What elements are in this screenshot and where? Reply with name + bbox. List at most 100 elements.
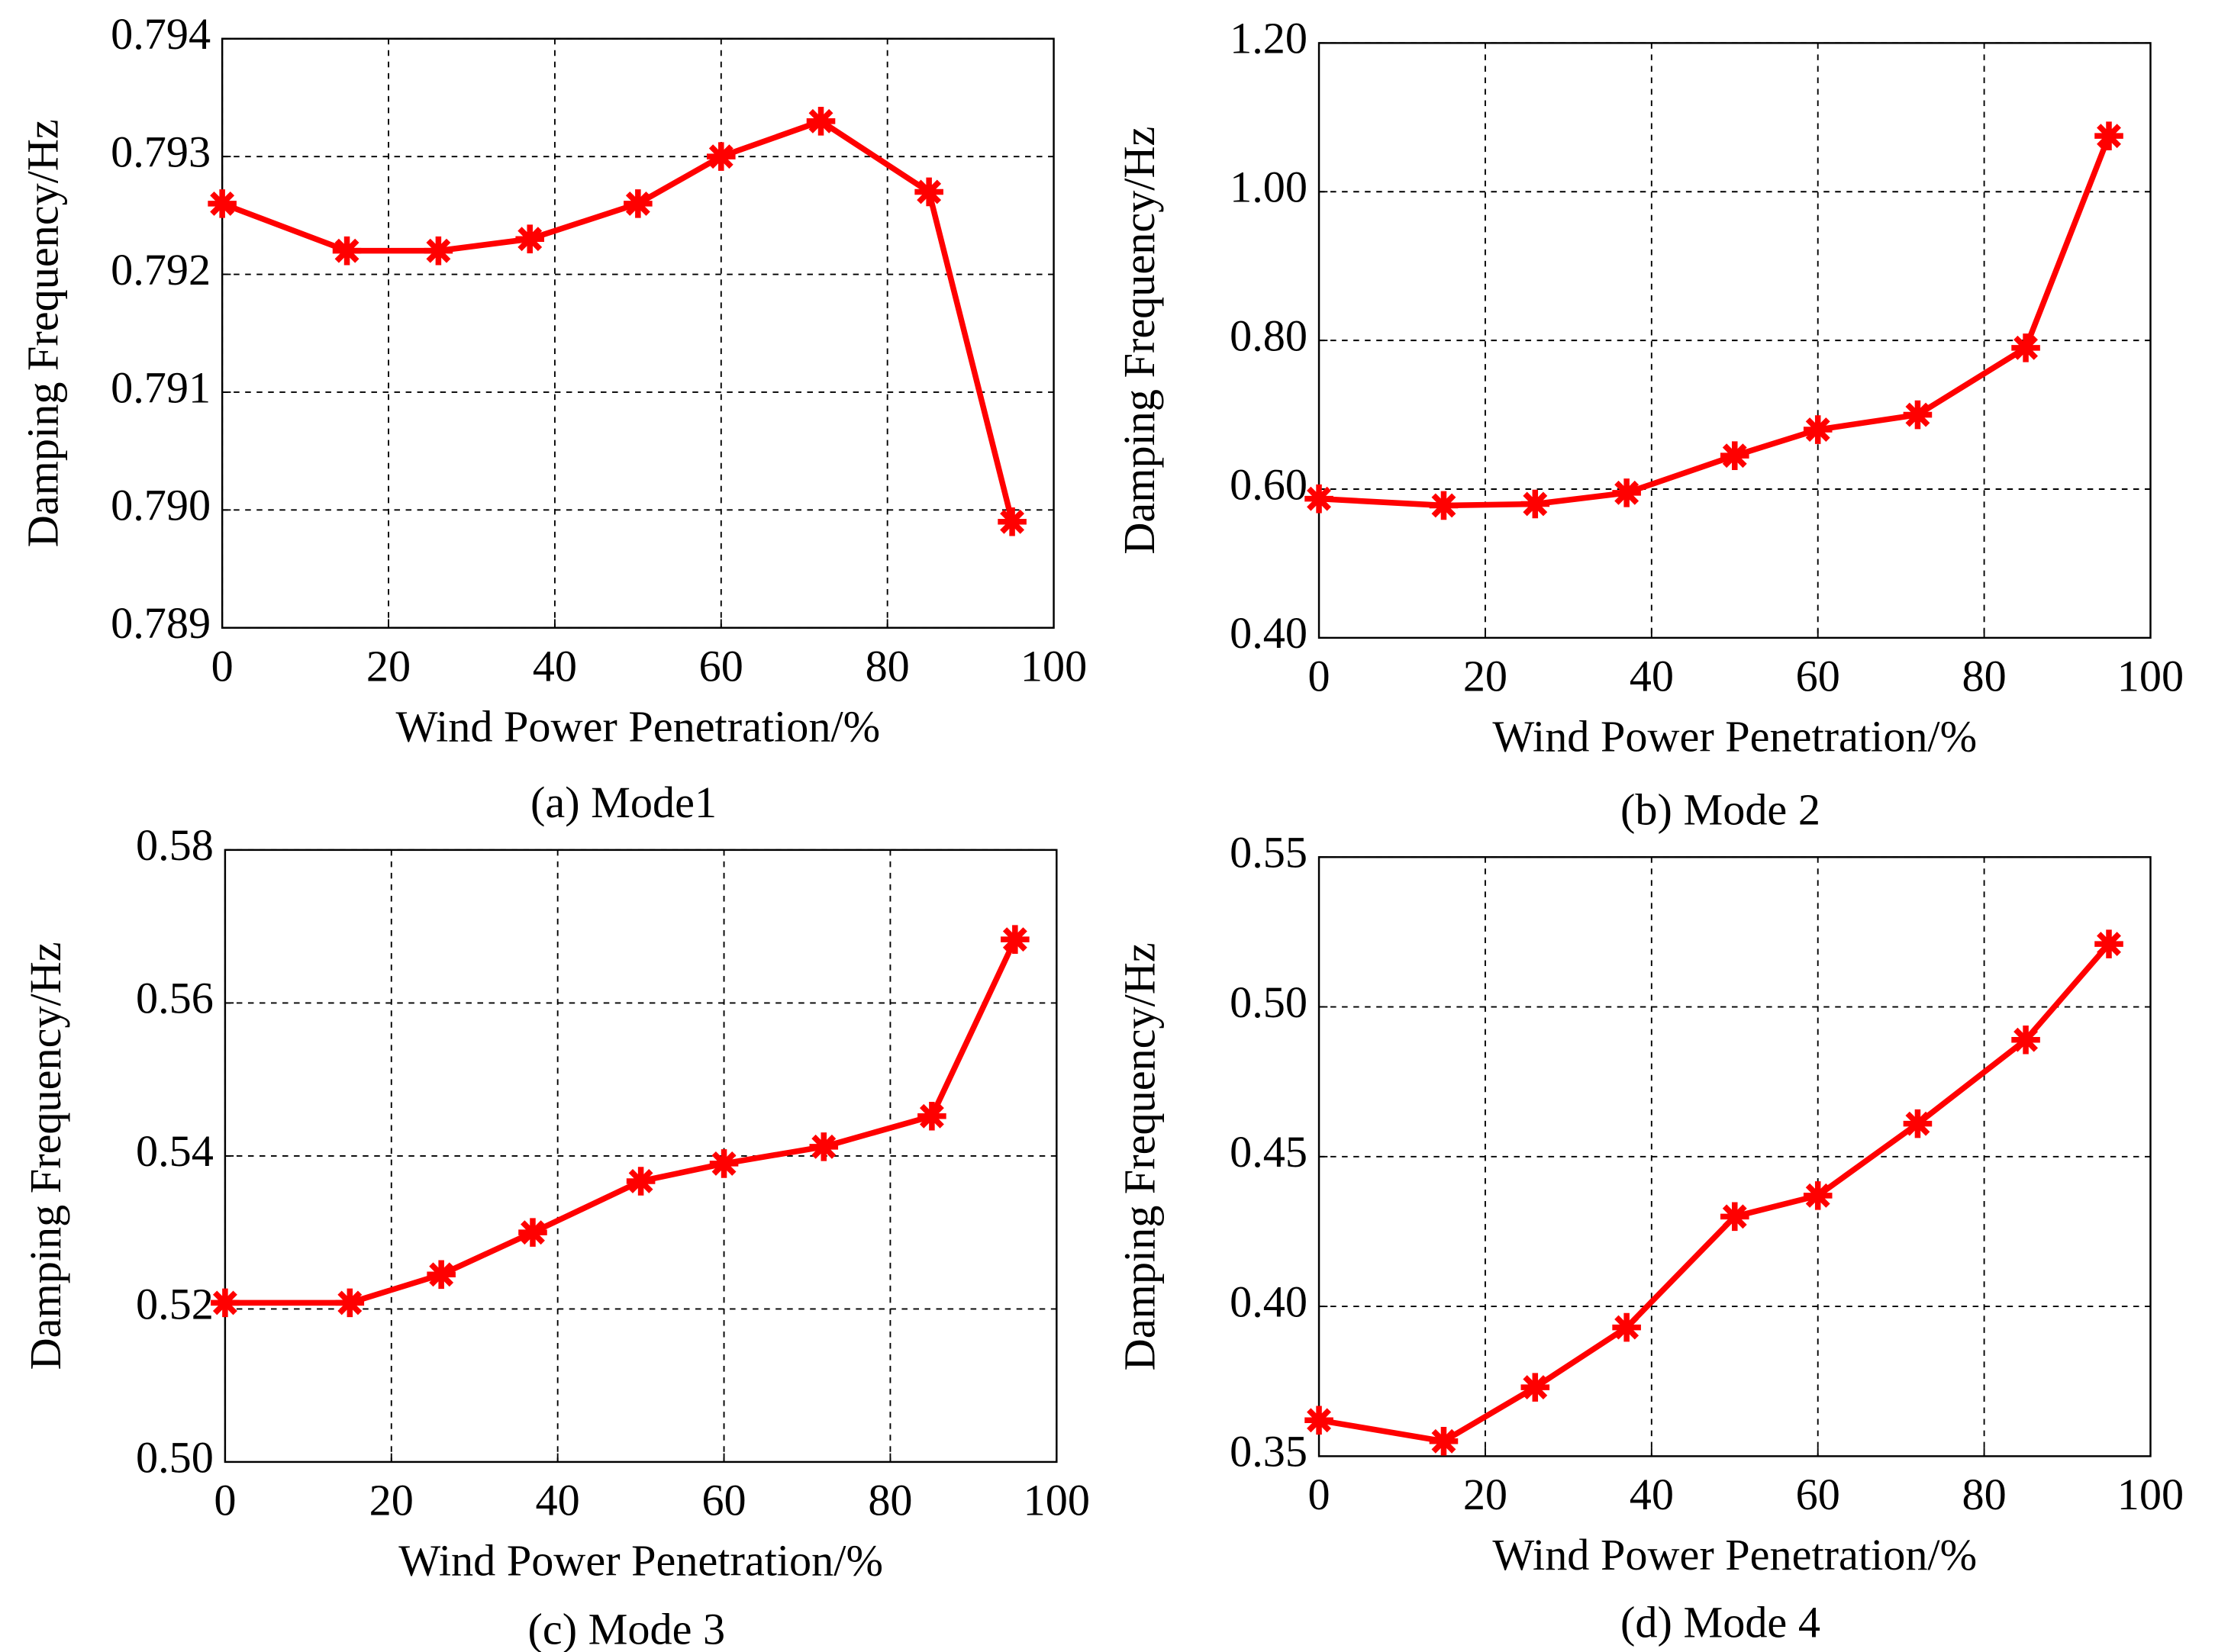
subplot-caption: (b) Mode 2: [1620, 784, 1820, 834]
marker: [806, 107, 836, 136]
x-tick-label: 100: [2117, 1470, 2184, 1519]
marker: [707, 142, 736, 171]
data-line: [221, 118, 1015, 523]
y-tick-label: 0.40: [1230, 608, 1307, 658]
marker: [332, 236, 362, 266]
x-tick-label: 20: [369, 1476, 414, 1525]
subplot: 0.40 0.60 0.80 1.00 1.20 0 20 40 60 80 100 Wind Pow…: [1114, 14, 2184, 835]
x-tick-label: 60: [1796, 652, 1840, 701]
y-tick-label: 0.58: [136, 820, 214, 870]
x-tick-label: 40: [1630, 1470, 1674, 1519]
x-tick-label: 80: [866, 641, 910, 691]
marker: [208, 189, 237, 218]
marker: [1720, 441, 1749, 470]
data-line: [224, 938, 1018, 1306]
subplot: 0.50 0.52 0.54 0.56 0.58 0 20 40 60 80 100 Wind Pow…: [21, 820, 1090, 1652]
y-tick-label: 0.50: [1230, 977, 1307, 1027]
data-line: [1318, 942, 2111, 1444]
x-tick-label: 60: [699, 641, 743, 691]
marker: [2094, 929, 2123, 958]
x-axis-label: Wind Power Penetration/%: [395, 701, 880, 751]
plot-frame: [1317, 42, 2152, 639]
marker: [518, 1218, 547, 1247]
x-axis-label: Wind Power Penetration/%: [1492, 1530, 1977, 1580]
marker: [1903, 400, 1933, 430]
x-tick-label: 80: [1962, 652, 2006, 701]
marker: [1304, 1406, 1333, 1435]
marker: [1304, 484, 1333, 514]
y-tick-label: 0.40: [1230, 1277, 1307, 1326]
y-axis-label: Damping Frequency/Hz: [1114, 942, 1164, 1370]
marker: [515, 224, 545, 253]
x-tick-label: 100: [2117, 652, 2184, 701]
marker: [2011, 1025, 2040, 1055]
marker: [335, 1288, 365, 1318]
marker: [1903, 1109, 1933, 1138]
x-axis-label: Wind Power Penetration/%: [1492, 711, 1977, 761]
marker: [1803, 415, 1833, 444]
y-tick-label: 0.56: [136, 974, 214, 1023]
y-axis-label: Damping Frequency/Hz: [21, 942, 70, 1370]
marker: [1612, 478, 1641, 507]
marker: [1720, 1202, 1749, 1232]
marker: [2011, 333, 2040, 362]
marker: [424, 236, 453, 266]
x-axis-label: Wind Power Penetration/%: [398, 1536, 883, 1586]
marker: [427, 1260, 456, 1290]
x-tick-label: 40: [536, 1476, 580, 1525]
x-tick-label: 20: [366, 641, 411, 691]
marker: [1612, 1312, 1641, 1342]
y-tick-label: 0.54: [136, 1126, 214, 1176]
y-tick-label: 0.45: [1230, 1127, 1307, 1177]
plot-frame: [1317, 856, 2152, 1457]
subplot-caption: (a) Mode1: [530, 778, 717, 827]
y-tick-label: 0.790: [111, 481, 211, 530]
y-tick-label: 0.792: [111, 245, 211, 295]
marker: [211, 1288, 240, 1318]
x-tick-label: 80: [868, 1476, 912, 1525]
marker: [998, 507, 1027, 536]
marker: [709, 1149, 739, 1178]
x-tick-label: 0: [211, 641, 234, 691]
plot-frame: [221, 37, 1055, 629]
marker: [917, 1101, 946, 1131]
marker: [1520, 489, 1550, 519]
x-tick-label: 0: [1307, 1470, 1330, 1519]
y-axis-label: Damping Frequency/Hz: [1114, 127, 1164, 555]
y-axis-label: Damping Frequency/Hz: [18, 119, 67, 547]
marker: [1429, 1426, 1459, 1456]
y-tick-label: 0.52: [136, 1280, 214, 1329]
marker: [626, 1167, 656, 1196]
x-tick-label: 0: [214, 1476, 236, 1525]
y-tick-label: 0.35: [1230, 1427, 1307, 1476]
y-tick-label: 1.00: [1230, 163, 1307, 212]
x-tick-label: 0: [1307, 652, 1330, 701]
y-tick-label: 0.789: [111, 598, 211, 648]
plot-frame: [224, 849, 1058, 1464]
marker: [2094, 121, 2123, 150]
y-tick-label: 0.60: [1230, 459, 1307, 509]
y-tick-label: 0.50: [136, 1432, 214, 1482]
x-tick-label: 20: [1463, 652, 1507, 701]
y-tick-label: 0.80: [1230, 311, 1307, 360]
x-tick-label: 60: [701, 1476, 746, 1525]
subplot-caption: (d) Mode 4: [1620, 1597, 1820, 1647]
marker: [914, 177, 943, 207]
marker: [624, 189, 653, 218]
x-tick-label: 80: [1962, 1470, 2006, 1519]
subplot-caption: (c) Mode 3: [527, 1605, 725, 1652]
marker: [1001, 925, 1030, 954]
x-tick-label: 60: [1796, 1470, 1840, 1519]
x-tick-label: 20: [1463, 1470, 1507, 1519]
y-tick-label: 0.55: [1230, 828, 1307, 878]
x-tick-label: 40: [1630, 652, 1674, 701]
y-tick-label: 0.791: [111, 362, 211, 412]
subplot: 0.789 0.790 0.791 0.792 0.793 0.794 0 20 40 60 80 1…: [18, 9, 1087, 827]
x-tick-label: 40: [533, 641, 577, 691]
y-tick-label: 0.793: [111, 127, 211, 176]
y-tick-label: 1.20: [1230, 14, 1307, 63]
marker: [809, 1132, 839, 1161]
subplot: 0.35 0.40 0.45 0.50 0.55 0 20 40 60 80 100 Wind Pow…: [1114, 828, 2184, 1647]
marker: [1803, 1181, 1833, 1210]
